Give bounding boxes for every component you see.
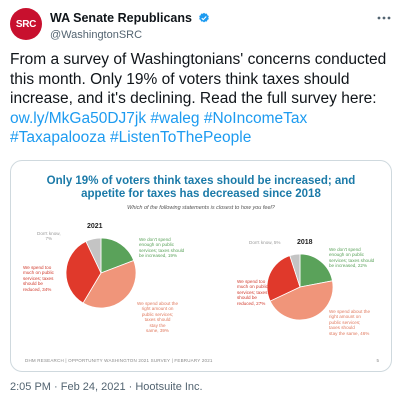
handle[interactable]: @WashingtonSRC: [50, 29, 143, 41]
label-line: much on public: [237, 284, 268, 290]
pie-title-2021: 2021: [87, 223, 103, 230]
label-line: public services;: [329, 319, 361, 325]
label-line: services; taxes: [23, 275, 54, 281]
label-line: We don't spend: [329, 247, 361, 252]
label-line: be increased, 22%: [329, 263, 368, 269]
slide-page-number: 5: [376, 358, 379, 363]
pie-slice-2021-1: [82, 259, 137, 309]
tweet-text: From a survey of Washingtonians' concern…: [10, 50, 402, 148]
label-line: much on public: [23, 270, 54, 276]
label-line: public services;: [141, 311, 174, 317]
slide-footer: DHM RESEARCH | OPPORTUNITY WASHINGTON 20…: [25, 358, 213, 363]
slide-title: Only 19% of voters think taxes should be…: [11, 175, 391, 201]
tweet-header: SRC WA Senate Republicans @WashingtonSRC: [10, 8, 400, 41]
label-line: right amount on: [329, 314, 361, 320]
label-line: 7%: [45, 236, 53, 242]
label-line: be increased, 19%: [139, 253, 178, 259]
slide-title-line2: appetite for taxes has decreased since 2…: [81, 188, 321, 200]
label-line: taxes should: [144, 317, 171, 323]
pie-chart-2018: [266, 253, 334, 321]
avatar[interactable]: SRC: [10, 8, 42, 40]
label-2018-same: We spend about the right amount on publi…: [329, 309, 370, 336]
pie-slice-2018-1: [269, 280, 334, 321]
label-line: stay the: [149, 322, 166, 328]
label-2018-dontknow: Don't know, 5%: [249, 240, 281, 245]
pie-slice-2018-3: [289, 253, 301, 288]
label-line: We spend about the: [329, 309, 371, 314]
label-line: We spend too: [237, 279, 266, 284]
label-2018-increase: We don't spend enough on public services…: [329, 247, 374, 269]
survey-image[interactable]: Only 19% of voters think taxes should be…: [10, 160, 392, 372]
label-line: services; taxes: [237, 289, 268, 295]
label-line: We don't spend: [139, 237, 171, 242]
pie-chart-2021: [65, 237, 137, 309]
pie-slice-2021-2: [65, 240, 102, 304]
more-options-icon[interactable]: [376, 12, 392, 24]
label-line: stay the same, 46%: [329, 330, 370, 336]
tweet-body: From a survey of Washingtonians' concern…: [10, 51, 387, 107]
pie-slice-2021-3: [85, 237, 102, 274]
label-line: reduced, 27%: [237, 300, 266, 306]
tweet-timestamp[interactable]: 2:05 PM · Feb 24, 2021 · Hootsuite Inc.: [10, 381, 203, 393]
label-line: should be: [237, 295, 257, 301]
label-line: Don't know, 5%: [249, 240, 281, 245]
label-line: Don't know,: [37, 231, 61, 236]
label-line: reduced, 34%: [23, 286, 52, 292]
pie-slice-2021-0: [100, 237, 135, 274]
slide-title-line1: Only 19% of voters think taxes should be…: [46, 175, 356, 187]
label-line: should be: [23, 281, 43, 287]
pie-slice-2018-2: [266, 255, 301, 302]
hashtag-waleg[interactable]: #waleg: [150, 109, 200, 127]
hashtag-taxapalooza[interactable]: #Taxapalooza: [10, 129, 106, 146]
label-2021-reduce: We spend too much on public services; ta…: [23, 265, 54, 292]
verified-badge-icon: [199, 12, 210, 23]
display-name[interactable]: WA Senate Republicans: [50, 11, 192, 25]
pie-title-2018: 2018: [297, 239, 313, 246]
label-2021-increase: We don't spend enough on public services…: [139, 237, 184, 259]
label-2021-same: We spend about the right amount on publi…: [137, 301, 178, 333]
pie-slice-2018-0: [299, 253, 333, 288]
label-line: taxes should: [329, 325, 355, 331]
survey-link[interactable]: ow.ly/MkGa50DJ7jk: [10, 109, 147, 127]
label-line: services; taxes should: [329, 257, 375, 263]
label-line: We spend about the: [137, 301, 179, 306]
label-line: enough on public: [139, 242, 174, 248]
label-line: We spend too: [23, 265, 52, 270]
label-2018-reduce: We spend too much on public services; ta…: [237, 279, 268, 306]
avatar-text: SRC: [15, 18, 37, 30]
label-2021-dontknow: Don't know, 7%: [37, 231, 61, 242]
slide-question: Which of the following statements is clo…: [127, 205, 275, 211]
label-line: same, 39%: [146, 328, 170, 334]
hashtag-listentothepeople[interactable]: #ListenToThePeople: [109, 129, 252, 146]
label-line: enough on public: [329, 252, 364, 258]
author-names: WA Senate Republicans @WashingtonSRC: [50, 9, 210, 41]
hashtag-noincometax[interactable]: #NoIncomeTax: [203, 109, 308, 127]
label-line: right amount on: [141, 306, 174, 312]
label-line: services; taxes should: [139, 247, 185, 253]
